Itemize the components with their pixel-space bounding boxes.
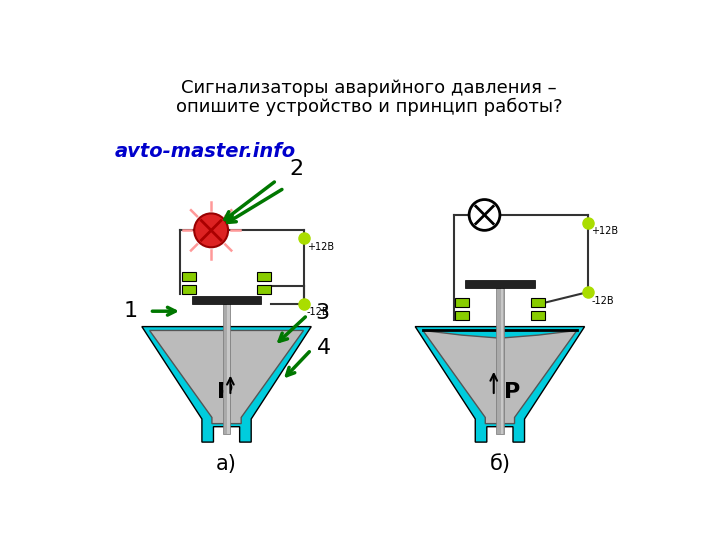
Bar <box>496 288 504 434</box>
Polygon shape <box>142 327 311 442</box>
Bar <box>257 285 271 294</box>
Bar <box>455 298 469 307</box>
Text: Сигнализаторы аварийного давления –: Сигнализаторы аварийного давления – <box>181 79 557 97</box>
Text: 3: 3 <box>315 303 329 323</box>
Text: а): а) <box>216 454 237 474</box>
Bar <box>192 296 261 303</box>
Bar <box>182 285 196 294</box>
Bar <box>222 303 230 434</box>
Text: Р: Р <box>504 382 520 402</box>
Text: б): б) <box>490 454 510 474</box>
Text: -12В: -12В <box>592 296 614 306</box>
Circle shape <box>469 200 500 231</box>
Polygon shape <box>150 330 304 423</box>
Bar <box>182 272 196 281</box>
Bar <box>257 272 271 281</box>
Polygon shape <box>415 327 585 442</box>
Text: +12В: +12В <box>592 226 618 237</box>
Bar <box>455 311 469 320</box>
Text: 4: 4 <box>318 338 331 358</box>
Text: -12В: -12В <box>307 307 329 318</box>
Text: avto-master.info: avto-master.info <box>115 142 296 161</box>
Text: +12В: +12В <box>307 242 334 252</box>
Polygon shape <box>423 330 577 423</box>
Bar <box>500 288 503 434</box>
Text: Р: Р <box>217 382 233 402</box>
Bar <box>531 298 544 307</box>
Bar <box>531 311 544 320</box>
Text: 2: 2 <box>289 159 304 179</box>
Text: 1: 1 <box>124 301 138 321</box>
Circle shape <box>194 213 228 247</box>
Bar <box>465 280 534 288</box>
Bar <box>228 303 230 434</box>
Text: опишите устройство и принцип работы?: опишите устройство и принцип работы? <box>176 98 562 116</box>
